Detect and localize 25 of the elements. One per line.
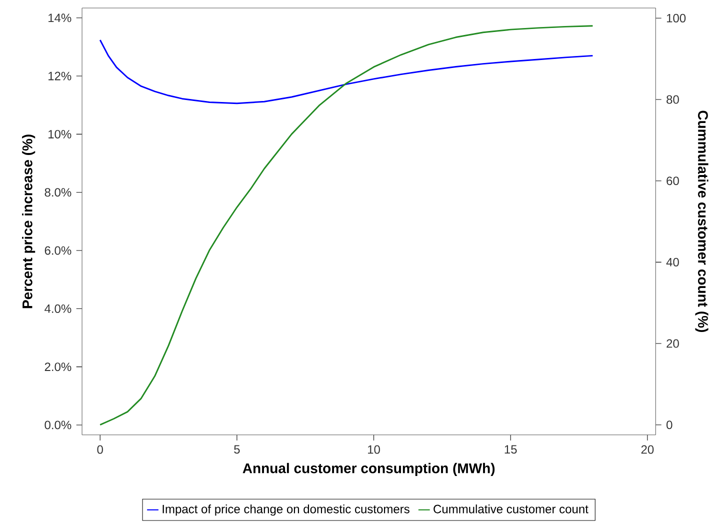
y-tick-label: 2.0% (44, 362, 72, 372)
y-tick-label: 8.0% (44, 188, 72, 197)
y-tick-label: 12% (48, 72, 72, 80)
x-tick-label: 20 (641, 445, 654, 454)
x-tick-label: 10 (368, 445, 380, 454)
y2-axis-title: Cummulative customer count (%) (695, 110, 708, 332)
x-tick-label: 0 (97, 445, 103, 454)
legend-label: Impact of price change on domestic customers (162, 504, 410, 516)
y-tick-label: 4.0% (44, 304, 72, 313)
y-tick-label: 6.0% (44, 246, 72, 255)
y2-tick-label: 80 (666, 95, 679, 104)
y-tick-label: 14% (48, 14, 72, 22)
legend-label: Cummulative customer count (434, 504, 588, 514)
y2-tick-label: 0 (666, 420, 672, 430)
y-axis-title: Percent price increase (%) (22, 134, 36, 308)
y2-tick-label: 40 (666, 258, 679, 266)
line-series (99, 25, 594, 426)
x-axis-title: Annual customer consumption (MWh) (242, 462, 495, 476)
y2-tick-label: 20 (666, 339, 679, 348)
y2-tick-label: 100 (666, 14, 686, 22)
y2-tick-label: 60 (666, 176, 679, 186)
y-tick-label: 10% (48, 130, 72, 138)
x-tick-label: 5 (234, 445, 240, 454)
y-tick-label: 0.0% (44, 420, 72, 430)
x-tick-label: 15 (504, 445, 517, 454)
